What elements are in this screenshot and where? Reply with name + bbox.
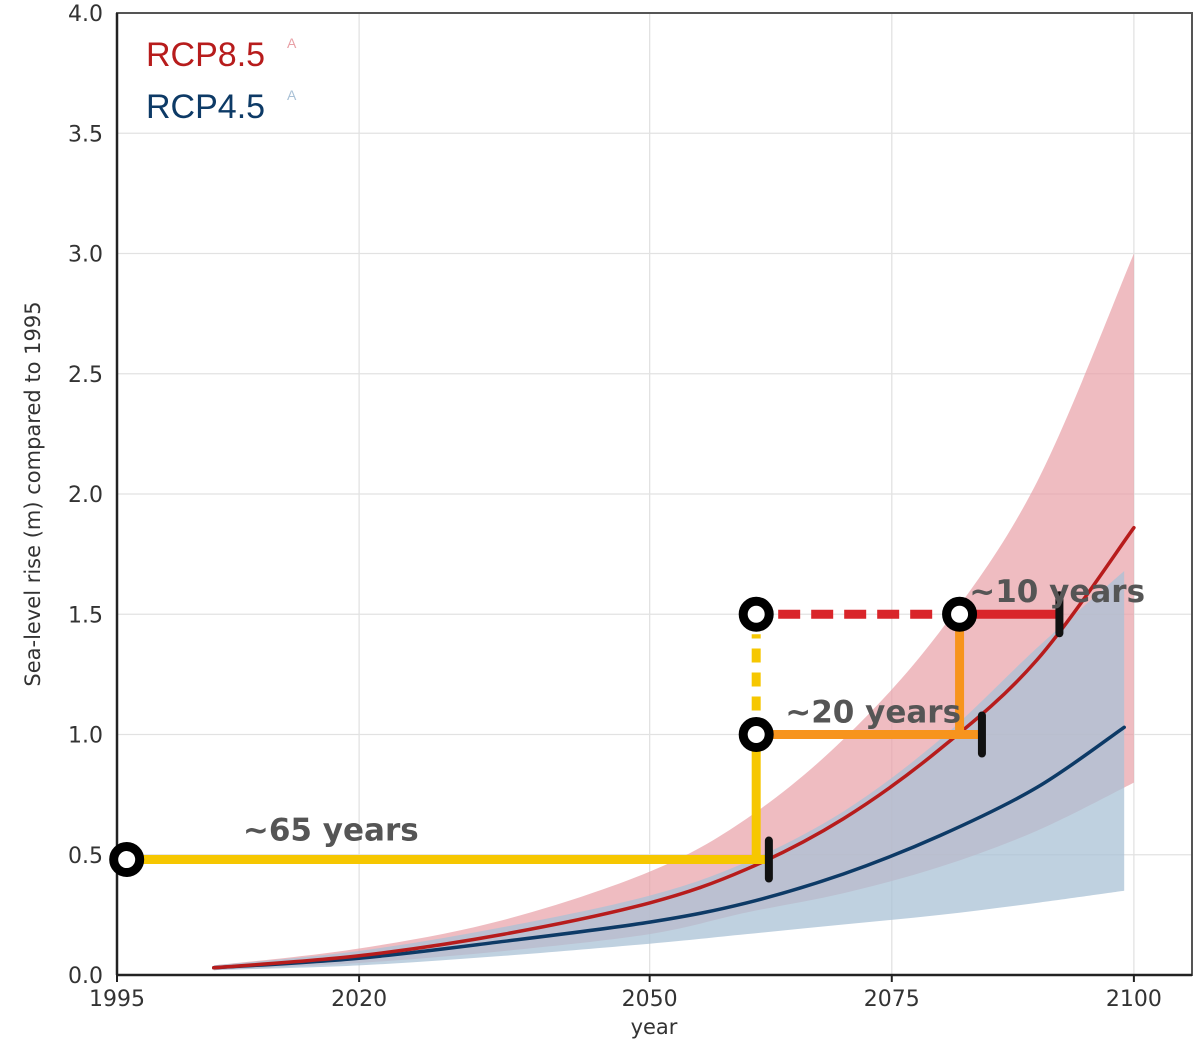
y-tick-label: 1.5 (68, 603, 103, 628)
y-tick-label: 2.0 (68, 483, 103, 508)
series-line-rcp45 (212, 725, 1126, 970)
x-tick-label: 2050 (622, 987, 678, 1012)
y-tick-label: 3.5 (68, 122, 103, 147)
y-tick-label: 4.0 (68, 2, 103, 27)
y-tick-label: 1.0 (68, 724, 103, 749)
series-lines (212, 525, 1136, 970)
legend-label-rcp85: RCP8.5 (146, 36, 265, 74)
legend-superscript: A (287, 87, 297, 103)
annotation-label: ~65 years (243, 812, 419, 848)
legend-label-rcp45: RCP4.5 (146, 88, 265, 126)
y-tick-label: 0.0 (68, 964, 103, 989)
timeline-ring-marker (942, 596, 978, 632)
timeline-overlay (109, 591, 1064, 883)
y-tick-label: 0.5 (68, 844, 103, 869)
annotations: ~65 years ~20 years ~10 years (243, 574, 1145, 848)
axis-ticks: 0.0 0.5 1.0 1.5 2.0 2.5 3.0 3.5 4.0 1995 2020 2050 2… (68, 2, 1162, 1012)
timeline-ring-marker (738, 596, 774, 632)
y-tick-label: 3.0 (68, 243, 103, 268)
x-tick-label: 2075 (864, 987, 920, 1012)
series-line-rcp85 (212, 525, 1136, 970)
x-axis-title: year (631, 1015, 678, 1039)
uncertainty-band-rcp45 (213, 571, 1125, 971)
timeline-ring-marker (738, 717, 774, 752)
plot-frame (115, 12, 1193, 982)
y-tick-label: 2.5 (68, 363, 103, 388)
x-tick-label: 2100 (1106, 987, 1162, 1012)
y-axis-title: Sea-level rise (m) compared to 1995 (21, 301, 45, 686)
x-tick-label: 1995 (89, 987, 145, 1012)
uncertainty-bands (213, 253, 1134, 971)
legend: RCP8.5 A RCP4.5 A (146, 35, 297, 126)
timeline-ring-marker (109, 842, 145, 878)
legend-superscript: A (287, 35, 297, 51)
x-tick-label: 2020 (331, 987, 387, 1012)
annotation-label: ~10 years (969, 574, 1145, 610)
annotation-label: ~20 years (785, 694, 961, 730)
